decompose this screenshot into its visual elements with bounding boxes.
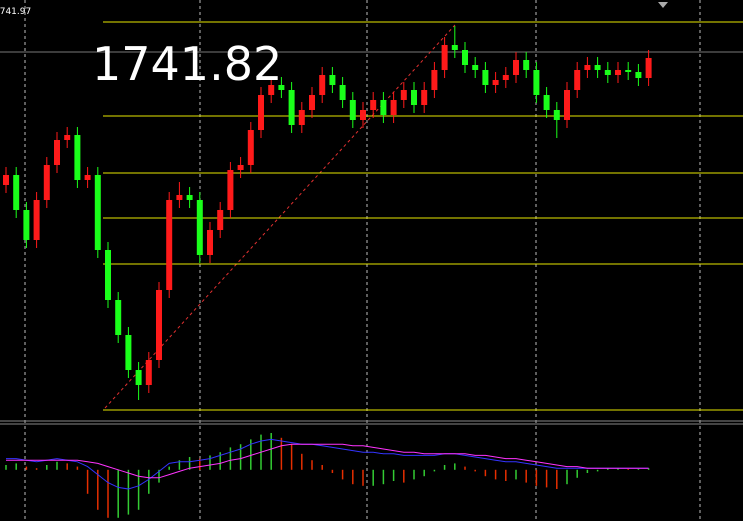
candle-body — [451, 45, 458, 50]
candle-body — [584, 65, 591, 70]
candle-body — [523, 60, 530, 70]
candle-body — [400, 90, 407, 100]
candle-body — [411, 90, 417, 105]
candle-body — [482, 70, 489, 85]
candle-body — [74, 135, 81, 180]
candle-body — [339, 85, 346, 100]
candle-body — [237, 165, 244, 170]
candle-body — [533, 70, 540, 95]
candle-body — [196, 200, 203, 255]
candle-body — [370, 100, 377, 110]
candle-body — [227, 170, 234, 210]
candle-body — [207, 230, 213, 255]
candle-body — [64, 135, 71, 140]
candle-body — [502, 75, 509, 80]
candle-body — [135, 370, 142, 385]
candle-body — [309, 95, 315, 110]
candle-body — [176, 195, 183, 200]
macd-line — [6, 443, 649, 479]
candle-body — [156, 290, 162, 360]
candle-body — [594, 65, 601, 70]
candle-body — [166, 200, 173, 290]
candle-body — [380, 100, 387, 115]
candle-body — [288, 90, 295, 125]
candle-body — [247, 130, 254, 165]
candle-body — [645, 58, 652, 78]
candle-body — [105, 250, 111, 300]
macd-line — [6, 438, 649, 490]
candle-body — [462, 50, 468, 65]
candle-body — [625, 70, 632, 72]
candle-body — [635, 72, 642, 78]
candle-body — [115, 300, 122, 335]
candle-body — [329, 75, 336, 85]
candle-body — [390, 100, 397, 115]
candle-body — [604, 70, 611, 75]
candle-body — [13, 175, 20, 210]
candle-body — [349, 100, 356, 120]
candle-body — [615, 70, 621, 75]
candle-body — [431, 70, 438, 90]
candle-body — [258, 95, 264, 130]
candle-body — [23, 210, 30, 240]
candle-body — [94, 175, 101, 250]
candle-body — [186, 195, 193, 200]
candle-body — [472, 65, 479, 70]
candle-body — [43, 165, 50, 200]
candle-body — [553, 110, 560, 120]
shift-marker — [658, 2, 668, 8]
candle-body — [54, 140, 60, 165]
candle-body — [360, 110, 366, 120]
candle-body — [543, 95, 550, 110]
candle-body — [84, 175, 91, 180]
candle-body — [513, 60, 519, 75]
fibo-trendline — [104, 24, 456, 409]
candle-body — [278, 85, 285, 90]
price-label: 1741.82 — [92, 37, 282, 91]
candle-body — [268, 85, 275, 95]
candle-body — [319, 75, 326, 95]
plot-layer — [3, 21, 743, 518]
candle-body — [33, 200, 40, 240]
candle-body — [3, 175, 9, 185]
candle-body — [564, 90, 570, 120]
candle-body — [298, 110, 305, 125]
ask-label: 1741.97 — [0, 7, 31, 17]
candle-body — [421, 90, 428, 105]
candle-body — [125, 335, 132, 370]
candle-body — [492, 80, 499, 85]
candle-body — [441, 45, 448, 70]
candle-body — [217, 210, 224, 230]
candle-body — [145, 360, 152, 385]
candle-body — [574, 70, 581, 90]
